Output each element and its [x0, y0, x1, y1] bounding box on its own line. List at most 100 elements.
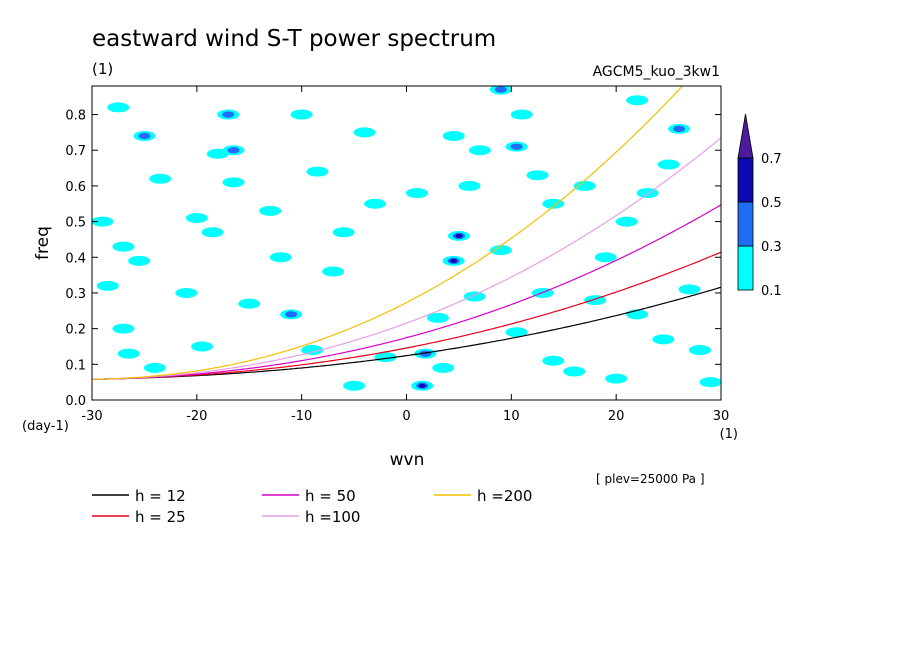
contour-blob	[657, 159, 680, 170]
contour-blob	[463, 291, 486, 302]
y-tick-label: 0.2	[65, 323, 86, 338]
plev-label: [ plev=25000 Pa ]	[596, 472, 705, 486]
x-units-label: (1)	[720, 427, 738, 442]
contour-blob-core	[285, 311, 298, 318]
units-left: (1)	[92, 60, 113, 78]
x-tick-label: 0	[402, 409, 410, 424]
contour-blob	[432, 362, 455, 373]
contour-blob	[332, 227, 355, 238]
contour-blob	[615, 216, 638, 227]
contour-blob	[117, 348, 140, 359]
colorbar-extend-arrow	[737, 113, 754, 159]
contour-blob	[652, 334, 675, 345]
x-tick-label: 10	[503, 409, 520, 424]
contour-blob-core	[494, 86, 507, 93]
contour-blob	[222, 177, 245, 188]
y-tick-label: 0.8	[65, 109, 86, 124]
contour-blob-core	[673, 125, 686, 133]
dispersion-curves	[92, 86, 721, 380]
x-tick-label: 20	[608, 409, 625, 424]
contour-blob-peak	[418, 383, 426, 388]
contour-blob-core	[510, 143, 523, 150]
curve-h-12	[92, 286, 721, 380]
contour-blob	[185, 213, 208, 224]
y-tick-label: 0.0	[65, 394, 86, 409]
legend-label-h-100: h =100	[305, 508, 360, 526]
legend-label-h-200: h =200	[477, 487, 532, 505]
contour-blob	[573, 180, 596, 191]
colorbar-label: 0.1	[761, 284, 782, 299]
contour-blob	[143, 362, 166, 373]
contour-blob	[689, 345, 712, 356]
contour-blob	[594, 252, 617, 263]
contour-blob	[175, 287, 198, 298]
contour-blob	[112, 241, 135, 252]
contour-blob	[269, 252, 292, 263]
contour-blob	[505, 327, 528, 338]
colorbar-label: 0.3	[761, 240, 782, 255]
contour-blob	[290, 109, 313, 120]
colorbar-label: 0.7	[761, 152, 782, 167]
contour-blob	[343, 380, 366, 391]
y-units-label: (day-1)	[22, 419, 69, 434]
contour-blob	[364, 198, 387, 209]
contour-blob	[353, 127, 376, 138]
colorbar-segment	[737, 201, 754, 247]
legend-label-h-25: h = 25	[135, 508, 186, 526]
contour-blob	[259, 205, 282, 216]
contour-blob	[526, 170, 549, 181]
legend-label-h-50: h = 50	[305, 487, 356, 505]
contour-blob	[96, 280, 119, 291]
x-tick-label: -30	[81, 409, 102, 424]
contour-blob	[107, 102, 130, 113]
contour-blob	[405, 188, 428, 199]
contour-blob	[191, 341, 214, 352]
curve-h-50	[92, 204, 721, 380]
contour-blob	[306, 166, 329, 177]
colorbar-segment	[737, 157, 754, 203]
contour-blob	[510, 109, 533, 120]
y-tick-label: 0.1	[65, 358, 86, 373]
y-tick-label: 0.3	[65, 287, 86, 302]
x-tick-label: 30	[713, 409, 730, 424]
y-tick-label: 0.4	[65, 251, 86, 266]
contour-blob	[489, 245, 512, 256]
figure-title: eastward wind S-T power spectrum	[92, 26, 496, 52]
x-tick-label: -10	[291, 409, 312, 424]
x-axis-label: wvn	[390, 450, 425, 470]
y-axis-label: freq	[33, 226, 53, 260]
contour-blob	[468, 145, 491, 156]
contour-blob	[678, 284, 701, 295]
contour-blob	[149, 173, 172, 184]
contour-blob-core	[138, 132, 151, 140]
contour-blob	[699, 377, 721, 388]
curve-h-200	[92, 86, 684, 380]
y-axis-ticks: 0.0 0.1 0.2 0.3 0.4 0.5 0.6 0.7 0.8	[65, 109, 721, 409]
x-axis-ticks: -30 -20 -10 0 10 20 30	[81, 86, 729, 424]
contour-blob	[542, 355, 565, 366]
contour-blob	[201, 227, 224, 238]
contour-fill-layer	[92, 86, 721, 391]
contour-blob	[426, 312, 449, 323]
plot-frame	[91, 85, 722, 401]
curve-h-25	[92, 251, 721, 380]
contour-blob	[322, 266, 345, 277]
y-tick-label: 0.6	[65, 180, 86, 195]
contour-blob	[542, 198, 565, 209]
contour-blob	[563, 366, 586, 377]
contour-blob	[636, 188, 659, 199]
contour-blob	[605, 373, 628, 384]
colorbar-label: 0.5	[761, 196, 782, 211]
contour-blob-core	[227, 147, 240, 154]
curve-legend: h = 12 h = 25 h = 50 h =100 h =200	[92, 487, 532, 526]
x-tick-label: -20	[186, 409, 207, 424]
colorbar: 0.1 0.3 0.5 0.7	[737, 113, 782, 299]
y-tick-label: 0.7	[65, 144, 86, 159]
run-name: AGCM5_kuo_3kw1	[593, 64, 720, 80]
contour-blob	[238, 298, 261, 309]
contour-blob	[92, 216, 114, 227]
contour-blob	[128, 255, 151, 266]
curve-h-100	[92, 137, 721, 380]
contour-blob	[112, 323, 135, 334]
